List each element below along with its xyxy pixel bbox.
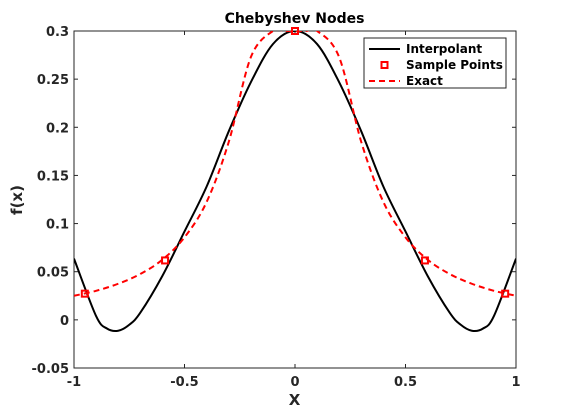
sample-point-marker: [291, 27, 299, 35]
y-tick-label: 0.3: [46, 25, 69, 40]
series-exact-line: [74, 31, 516, 297]
y-tick-label: 0: [60, 314, 69, 329]
y-tick-label: 0.2: [46, 121, 69, 136]
sample-point-marker: [161, 256, 170, 265]
x-tick-label: 1: [511, 375, 520, 390]
y-tick-label: 0.1: [46, 218, 69, 233]
x-tick-label: -1: [67, 375, 81, 390]
y-tick-label: 0.25: [37, 73, 69, 88]
legend-label: Sample Points: [406, 58, 503, 72]
y-tick-label: -0.05: [32, 362, 69, 377]
y-tick-label: 0.15: [37, 169, 69, 184]
legend: Interpolant Sample Points Exact: [363, 37, 507, 89]
x-tick-label: 0: [290, 375, 299, 390]
sample-point-marker: [420, 256, 429, 265]
legend-label: Exact: [406, 74, 443, 88]
x-axis-label: X: [289, 391, 301, 409]
y-tick-label: 0.05: [37, 266, 69, 281]
legend-swatch-sample-points: [380, 61, 389, 69]
legend-label: Interpolant: [406, 42, 482, 56]
y-axis-label: f(x): [8, 185, 26, 215]
series-interpolant-line: [74, 31, 516, 333]
sample-point-marker: [80, 289, 89, 298]
sample-point-marker: [501, 289, 510, 298]
chart-title: Chebyshev Nodes: [225, 11, 365, 27]
x-tick-label: -0.5: [170, 375, 198, 390]
x-tick-label: 0.5: [394, 375, 417, 390]
